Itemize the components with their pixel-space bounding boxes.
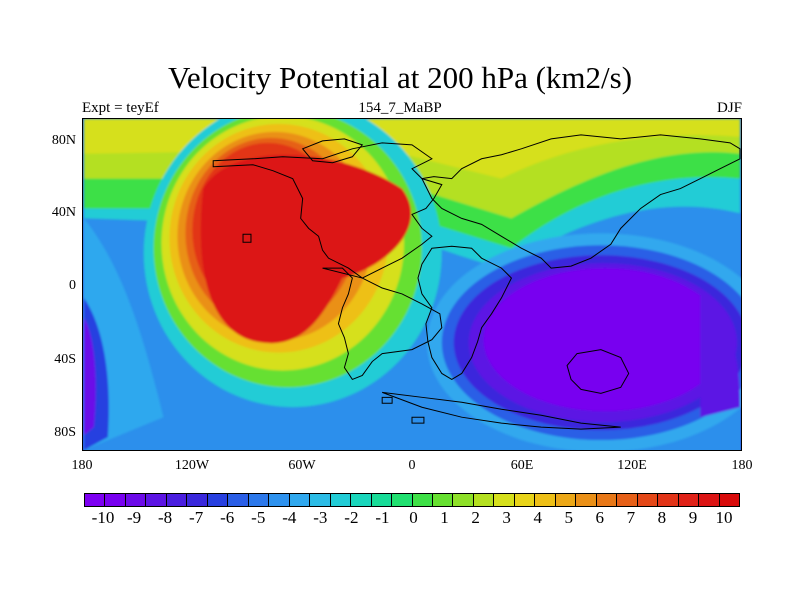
colorbar-swatch [269,494,290,506]
colorbar-label: -3 [313,508,328,527]
coast-eurasia [421,134,741,269]
colorbar-swatch [371,494,393,506]
colorbar-label: -2 [344,508,359,527]
colorbar-label: -5 [251,508,266,527]
colorbar-swatch [412,494,433,506]
colorbar-swatch [310,494,331,506]
coast-antarctica [382,391,621,430]
colorbar-swatch [576,494,597,506]
lat-tick-80n: 80N [51,133,76,148]
colorbar-label: -6 [220,508,235,527]
lat-tick-40n: 40N [51,205,76,220]
colorbar-label: 10 [715,508,733,527]
colorbar-swatch [473,494,495,506]
colorbar-label: -8 [158,508,173,527]
coast-island-1 [242,233,252,243]
field-positive-core [200,154,412,344]
colorbar [84,493,740,507]
plot-title: Velocity Potential at 200 hPa (km2/s) [167,60,633,95]
lat-tick-80s: 80S [54,425,76,440]
colorbar-label: -10 [91,508,115,527]
map-frame [82,118,742,451]
colorbar-label: 0 [409,508,418,527]
lon-tick-120e: 120E [617,458,647,473]
lon-tick-0: 0 [408,458,416,473]
colorbar-swatch [453,494,474,506]
colorbar-swatch [228,494,249,506]
subtitle-center: 154_7_MaBP [358,100,442,116]
coast-north-america [212,142,443,279]
lon-tick-60w: 60W [288,458,316,473]
colorbar-label: 5 [564,508,574,527]
colorbar-swatch [637,494,659,506]
colorbar-swatch [85,494,106,506]
subtitle-right: DJF [716,100,742,116]
colorbar-swatch [125,494,147,506]
colorbar-swatch [678,494,700,506]
colorbar-swatch [719,494,739,506]
field-negative-core [483,268,727,412]
colorbar-label: 4 [533,508,542,527]
coast-australia [566,349,630,394]
colorbar-label: 8 [657,508,667,527]
lat-tick-0: 0 [69,278,76,293]
colorbar-swatch [105,494,126,506]
colorbar-swatch [699,494,720,506]
colorbar-label: 2 [471,508,480,527]
colorbar-swatch [514,494,536,506]
colorbar-swatch [330,494,352,506]
colorbar-label: -4 [282,508,297,527]
coast-africa [417,245,513,381]
coast-island-3 [411,416,425,424]
colorbar-swatch [392,494,413,506]
lon-tick-120w: 120W [174,458,210,473]
colorbar-swatch [146,494,167,506]
lon-tick-180w: 180 [71,458,93,473]
lat-tick-40s: 40S [54,352,76,367]
coastlines [212,134,741,430]
colorbar-swatch [494,494,515,506]
colorbar-swatch [432,494,454,506]
colorbar-swatch [535,494,556,506]
colorbar-label: 6 [595,508,605,527]
field-east-purple [700,287,741,418]
colorbar-label: -7 [189,508,204,527]
colorbar-label: 1 [440,508,449,527]
coast-south-america [322,267,443,381]
field-west-purple [83,317,96,436]
colorbar-swatch [248,494,270,506]
colorbar-label: -1 [375,508,390,527]
colorbar-swatch [289,494,311,506]
colorbar-swatch [596,494,618,506]
colorbar-swatch [187,494,208,506]
lon-tick-180e: 180 [731,458,753,473]
colorbar-swatch [166,494,188,506]
subtitle-left: Expt = teyEf [82,100,159,116]
coast-greenland [301,138,364,164]
colorbar-swatch [555,494,577,506]
colorbar-swatch [617,494,638,506]
contour-field [83,119,741,450]
colorbar-label: 3 [502,508,511,527]
colorbar-swatch [207,494,229,506]
colorbar-swatch [351,494,372,506]
coast-island-2 [381,396,393,404]
colorbar-swatch [658,494,679,506]
colorbar-label: -9 [126,508,142,527]
colorbar-label: 7 [626,508,636,527]
lon-tick-60e: 60E [510,458,534,473]
colorbar-label: 9 [688,508,698,527]
